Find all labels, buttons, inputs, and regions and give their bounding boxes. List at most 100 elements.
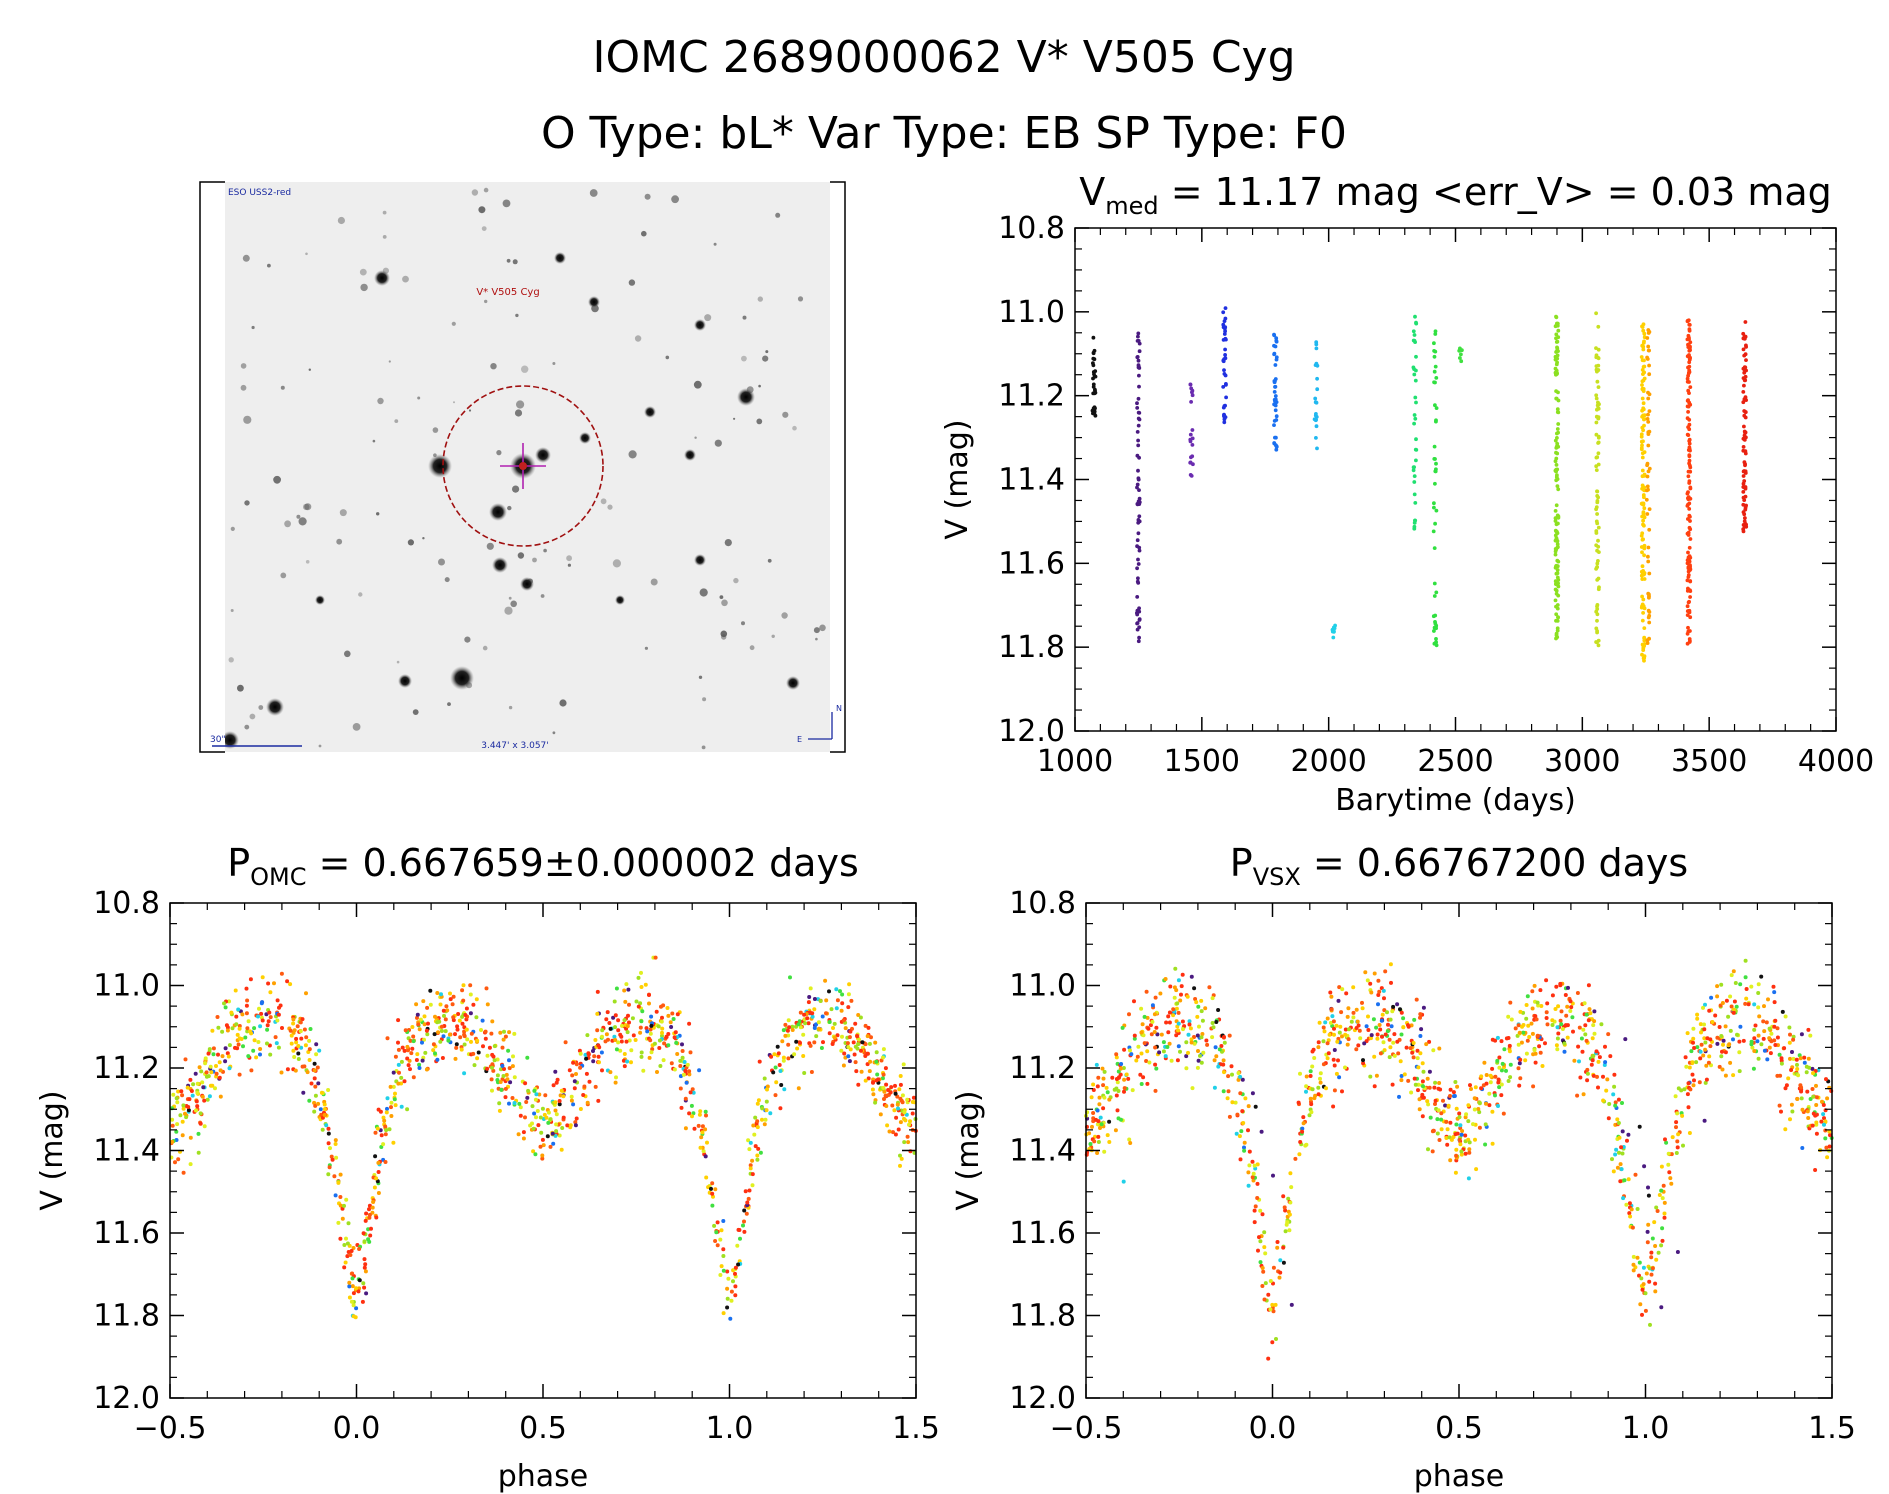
data-point: [1554, 396, 1559, 401]
data-point: [328, 1146, 332, 1151]
data-point: [1641, 518, 1645, 523]
data-point: [672, 1067, 677, 1072]
data-point: [585, 1100, 590, 1105]
data-point: [567, 1068, 572, 1073]
sky-star: [444, 577, 450, 583]
data-point: [1323, 1020, 1328, 1025]
data-point: [674, 1040, 679, 1045]
data-point: [476, 1050, 481, 1055]
data-point: [668, 1020, 673, 1025]
data-point: [1095, 1151, 1100, 1155]
data-point: [871, 1092, 876, 1097]
data-point: [1687, 640, 1692, 644]
data-point: [1616, 1097, 1621, 1102]
data-point: [389, 1114, 394, 1118]
data-point: [1351, 985, 1356, 990]
data-point: [736, 1262, 741, 1267]
data-point: [1136, 438, 1140, 443]
data-point: [848, 1029, 853, 1034]
sky-star: [628, 450, 637, 459]
data-point: [1719, 982, 1724, 987]
data-point: [1653, 1289, 1658, 1294]
data-point: [1640, 455, 1645, 460]
data-point: [1316, 1085, 1321, 1090]
data-point: [687, 1069, 692, 1074]
data-point: [1565, 1035, 1570, 1040]
data-point: [666, 1013, 671, 1018]
data-point: [625, 1059, 630, 1064]
data-point: [1646, 344, 1651, 349]
data-point: [1642, 474, 1647, 478]
data-point: [1114, 1093, 1119, 1098]
data-point: [1618, 1162, 1623, 1167]
data-point: [1275, 1240, 1280, 1244]
data-point: [1458, 346, 1462, 351]
data-point: [1176, 978, 1181, 983]
sky-star: [567, 563, 572, 567]
data-point: [455, 1024, 460, 1029]
sky-star: [634, 335, 642, 342]
data-point: [1772, 1000, 1777, 1005]
data-point: [1804, 1070, 1809, 1075]
data-point: [1175, 1058, 1180, 1063]
data-point: [1610, 1157, 1614, 1162]
data-point: [1188, 1026, 1193, 1031]
data-point: [1413, 378, 1418, 383]
data-point: [1497, 1065, 1502, 1070]
data-point: [292, 1028, 297, 1033]
data-point: [1227, 1114, 1232, 1119]
data-point: [1687, 453, 1692, 457]
data-point: [1434, 626, 1438, 631]
data-point: [1432, 369, 1437, 374]
data-point: [1175, 1001, 1180, 1006]
data-point: [1553, 366, 1558, 371]
sky-star: [543, 548, 547, 553]
data-point: [1137, 349, 1142, 354]
data-point: [1418, 1034, 1423, 1038]
data-point: [1211, 1025, 1216, 1030]
sky-star: [360, 283, 368, 292]
data-point: [1743, 410, 1748, 414]
data-point: [1641, 502, 1646, 507]
data-point: [367, 1212, 372, 1217]
data-point: [183, 1057, 188, 1062]
data-point: [504, 1072, 509, 1077]
data-point: [190, 1093, 195, 1098]
data-point: [846, 1005, 851, 1010]
data-point: [244, 986, 249, 991]
data-point: [1390, 1082, 1395, 1087]
data-point: [1466, 1119, 1471, 1124]
data-point: [840, 1034, 844, 1039]
data-point: [1685, 376, 1690, 381]
data-point: [1554, 340, 1559, 344]
data-point: [554, 1112, 559, 1117]
data-point: [1453, 1170, 1458, 1175]
data-point: [1260, 1266, 1265, 1270]
data-point: [1687, 507, 1692, 511]
data-point: [492, 1058, 497, 1063]
data-point: [1719, 1054, 1724, 1059]
data-point: [1827, 1144, 1832, 1149]
data-point: [1517, 1083, 1522, 1088]
data-point: [1813, 1168, 1818, 1172]
axis-ticks: [1074, 227, 1837, 732]
data-point: [1603, 1044, 1607, 1049]
data-point: [626, 1013, 630, 1018]
data-point: [1332, 1088, 1337, 1093]
data-point: [1376, 978, 1381, 983]
data-point: [895, 1102, 900, 1107]
data-point: [485, 1066, 490, 1071]
data-point: [1483, 1122, 1488, 1127]
data-point: [1346, 1006, 1351, 1011]
data-point: [199, 1069, 204, 1074]
data-point: [1255, 1181, 1260, 1186]
data-point: [1626, 1132, 1631, 1137]
data-point: [714, 1230, 719, 1235]
data-point: [856, 1082, 861, 1087]
data-point: [1096, 1075, 1101, 1080]
data-point: [1308, 1074, 1313, 1078]
data-point: [1553, 519, 1558, 523]
data-point: [381, 1115, 386, 1120]
data-point: [379, 1133, 384, 1138]
data-point: [1789, 1068, 1794, 1072]
